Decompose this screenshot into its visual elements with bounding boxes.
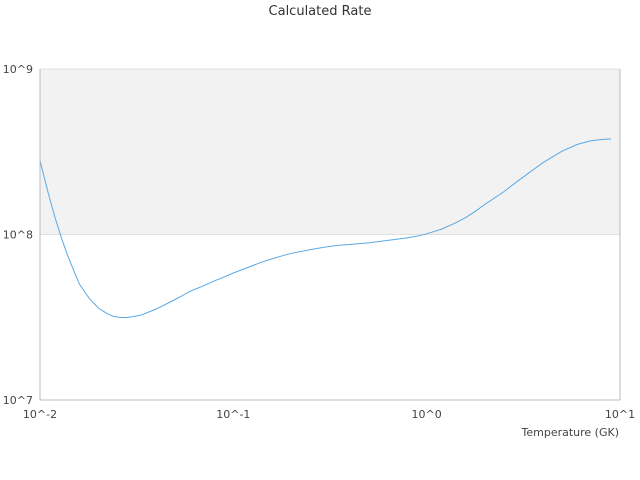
x-tick-label: 10^-1: [216, 408, 250, 421]
chart-title: Calculated Rate: [268, 4, 372, 19]
tick-labels: 10^-2 10^-1 10^0 10^1 10^7 10^8 10^9: [3, 63, 635, 421]
x-tick-label: 10^0: [412, 408, 442, 421]
axes: [39, 69, 621, 401]
y-tick-label: 10^8: [3, 229, 33, 242]
shaded-band: [40, 69, 620, 235]
series-line: [39, 138, 612, 318]
x-axis-label: Temperature (GK): [521, 426, 620, 439]
y-tick-label: 10^9: [3, 63, 33, 76]
y-tick-label: 10^7: [3, 394, 33, 407]
x-tick-label: 10^1: [605, 408, 635, 421]
x-tick-label: 10^-2: [23, 408, 57, 421]
